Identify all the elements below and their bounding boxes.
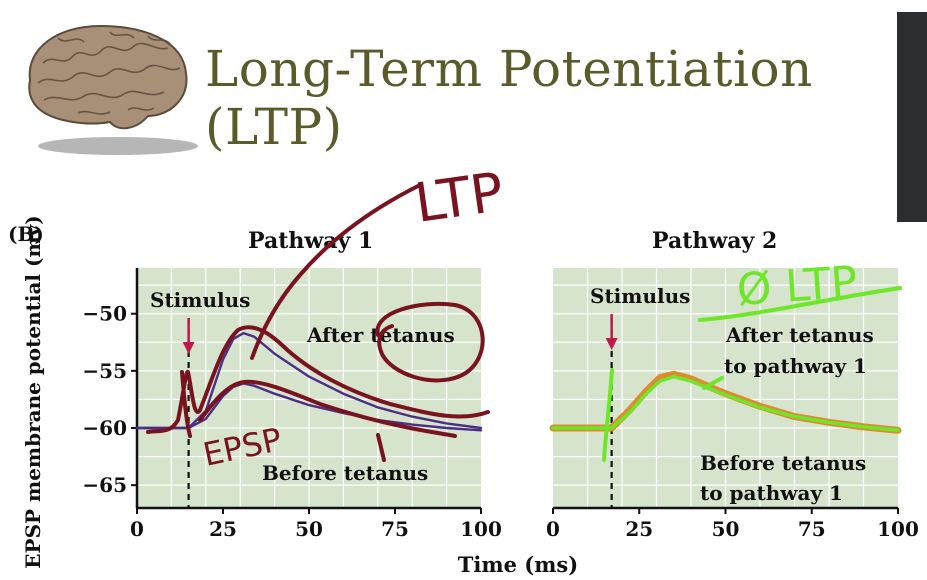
- title-line-1: Long-Term Potentiation: [205, 40, 813, 98]
- axes: [131, 268, 899, 514]
- ink-circle: [375, 301, 485, 383]
- y-tick-label: −50: [82, 302, 127, 326]
- ink-before-trace: [198, 379, 457, 438]
- ink-no-ltp-text: Ø LTP: [735, 257, 859, 316]
- panel-label: (B): [8, 222, 44, 246]
- stimulus-markers: [182, 314, 618, 508]
- tick-labels: 0 25 50 75 100−50−55−60−650 25 50 75 100: [82, 302, 918, 541]
- x-axis-label: Time (ms): [458, 552, 578, 577]
- stimulus-arrowhead: [605, 338, 618, 350]
- title-line-2: (LTP): [205, 98, 343, 156]
- pathway-1-before-tetanus-line: [135, 382, 483, 432]
- grid-pathway-2: [553, 268, 898, 508]
- label-after-tetanus-to-pathway-1: After tetanus to pathway 1: [724, 323, 874, 378]
- label-before-tetanus: Before tetanus: [262, 461, 428, 485]
- y-tick-label: −60: [82, 416, 127, 440]
- x-tick-label: 0: [546, 517, 560, 541]
- slide-title: Long-Term Potentiation (LTP): [205, 40, 813, 156]
- handwriting-pathway-2: [602, 286, 902, 462]
- ink-before-pointer: [376, 433, 386, 462]
- label-before-tetanus-to-pathway-1: Before tetanus to pathway 1: [700, 451, 866, 505]
- x-tick-label: 75: [798, 517, 826, 541]
- handwriting-pathway-1: [146, 183, 490, 462]
- pathway-1-after-tetanus-line: [135, 331, 483, 430]
- ink-spike: [180, 370, 192, 438]
- photo-thumbnail: [897, 12, 927, 222]
- x-tick-label: 75: [381, 517, 409, 541]
- series-lines: [135, 331, 902, 434]
- pathway-1-title: Pathway 1: [248, 228, 374, 254]
- x-tick-label: 50: [712, 517, 740, 541]
- pathway-2-before-tetanus-line: [551, 374, 900, 433]
- y-axis-label: EPSP membrane potential (mv): [21, 215, 45, 568]
- x-tick-label: 100: [460, 517, 502, 541]
- stimulus-label-pathway-2: Stimulus: [590, 284, 690, 308]
- x-tick-label: 25: [625, 517, 653, 541]
- x-tick-label: 0: [130, 517, 144, 541]
- y-tick-label: −55: [82, 359, 127, 383]
- brain-illustration: [28, 24, 198, 155]
- stimulus-arrowhead: [182, 342, 195, 354]
- ink-ltp-arrow: [250, 183, 422, 360]
- y-tick-label: −65: [82, 473, 127, 497]
- ink-green-underline: [698, 286, 902, 322]
- x-tick-label: 50: [295, 517, 323, 541]
- x-tick-label: 100: [877, 517, 919, 541]
- ink-green-pointer: [702, 376, 724, 390]
- x-tick-label: 25: [209, 517, 237, 541]
- ink-after-trace: [146, 325, 490, 434]
- ink-green-spike: [602, 368, 614, 462]
- ink-ltp-text: LTP: [411, 160, 507, 235]
- stimulus-label-pathway-1: Stimulus: [150, 288, 250, 312]
- pathway-2-title: Pathway 2: [652, 228, 778, 254]
